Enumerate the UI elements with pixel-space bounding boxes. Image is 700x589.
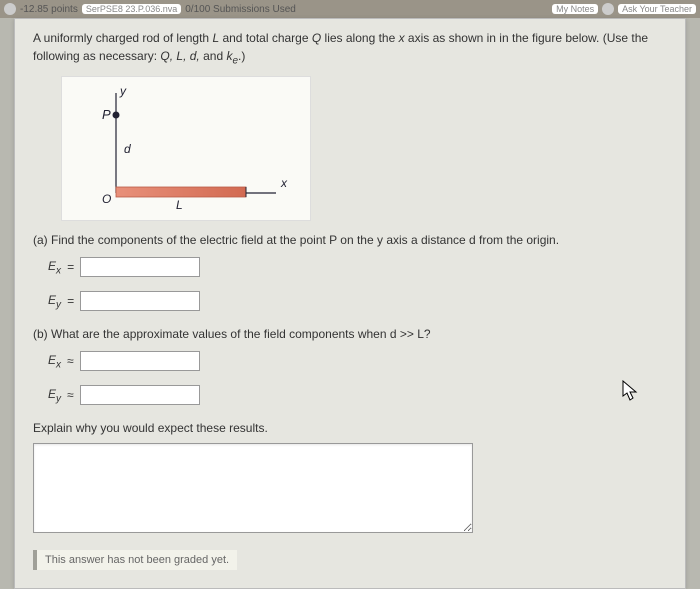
Ex-row: Ex = <box>33 257 667 277</box>
x-label: x <box>280 176 288 190</box>
not-graded-banner: This answer has not been graded yet. <box>33 550 237 570</box>
explain-label: Explain why you would expect these resul… <box>33 419 667 437</box>
approx-sign: ≈ <box>67 388 74 402</box>
Ex-approx-row: Ex ≈ <box>33 351 667 371</box>
points-readout: -12.85 points <box>20 4 78 15</box>
problem-stem: A uniformly charged rod of length L and … <box>33 29 667 68</box>
part-a-text: (a) Find the components of the electric … <box>33 231 667 249</box>
explain-textarea[interactable] <box>33 443 473 533</box>
Ex-input[interactable] <box>80 257 200 277</box>
P-label: P <box>102 107 111 122</box>
figure: y P d x O <box>61 76 667 221</box>
d-label: d <box>124 142 131 156</box>
rod <box>116 187 246 197</box>
Ey-approx-row: Ey ≈ <box>33 385 667 405</box>
part-b-text: (b) What are the approximate values of t… <box>33 325 667 343</box>
notes-icon <box>602 3 614 15</box>
assignment-header-bar: -12.85 points SerPSE8 23.P.036.nva 0/100… <box>0 0 700 18</box>
y-label: y <box>119 84 127 98</box>
Ey-input[interactable] <box>80 291 200 311</box>
ask-teacher-button[interactable]: Ask Your Teacher <box>618 4 696 14</box>
approx-sign: ≈ <box>67 354 74 368</box>
submissions-readout: 0/100 Submissions Used <box>185 4 296 15</box>
problem-card: A uniformly charged rod of length L and … <box>14 18 686 589</box>
nav-dot-icon <box>4 3 16 15</box>
L-label: L <box>176 198 183 212</box>
point-P <box>113 112 120 119</box>
problem-id: SerPSE8 23.P.036.nva <box>82 4 181 14</box>
diagram-svg: y P d x O <box>76 83 296 213</box>
equals-sign: = <box>67 294 74 308</box>
equals-sign: = <box>67 260 74 274</box>
Ey-row: Ey = <box>33 291 667 311</box>
my-notes-button[interactable]: My Notes <box>552 4 598 14</box>
Ex-approx-input[interactable] <box>80 351 200 371</box>
Ey-approx-input[interactable] <box>80 385 200 405</box>
O-label: O <box>102 192 111 206</box>
